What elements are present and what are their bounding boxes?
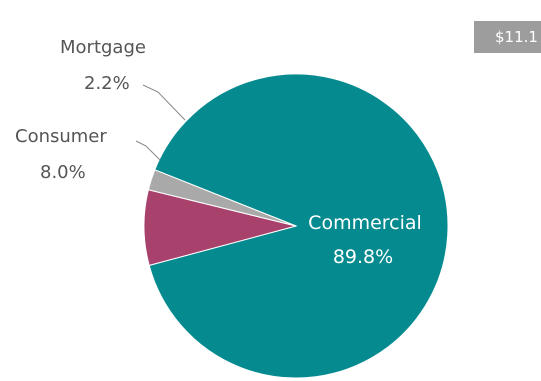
pie-slices xyxy=(143,73,449,379)
slice-value-consumer: 8.0% xyxy=(40,162,86,183)
slice-label-consumer: Consumer xyxy=(15,126,107,147)
leader-lines xyxy=(135,84,186,161)
total-badge: $11.1 xyxy=(474,21,541,53)
slice-value-commercial: 89.8% xyxy=(333,246,393,268)
total-badge-text: $11.1 xyxy=(495,28,538,46)
leader-line-consumer xyxy=(135,140,161,161)
pie-slice-mortgage xyxy=(147,169,297,227)
slice-label-mortgage: Mortgage xyxy=(60,37,146,58)
slice-value-mortgage: 2.2% xyxy=(84,73,130,94)
pie-slice-commercial xyxy=(148,73,449,379)
slice-label-commercial: Commercial xyxy=(308,212,422,234)
leader-line-mortgage xyxy=(142,84,186,121)
